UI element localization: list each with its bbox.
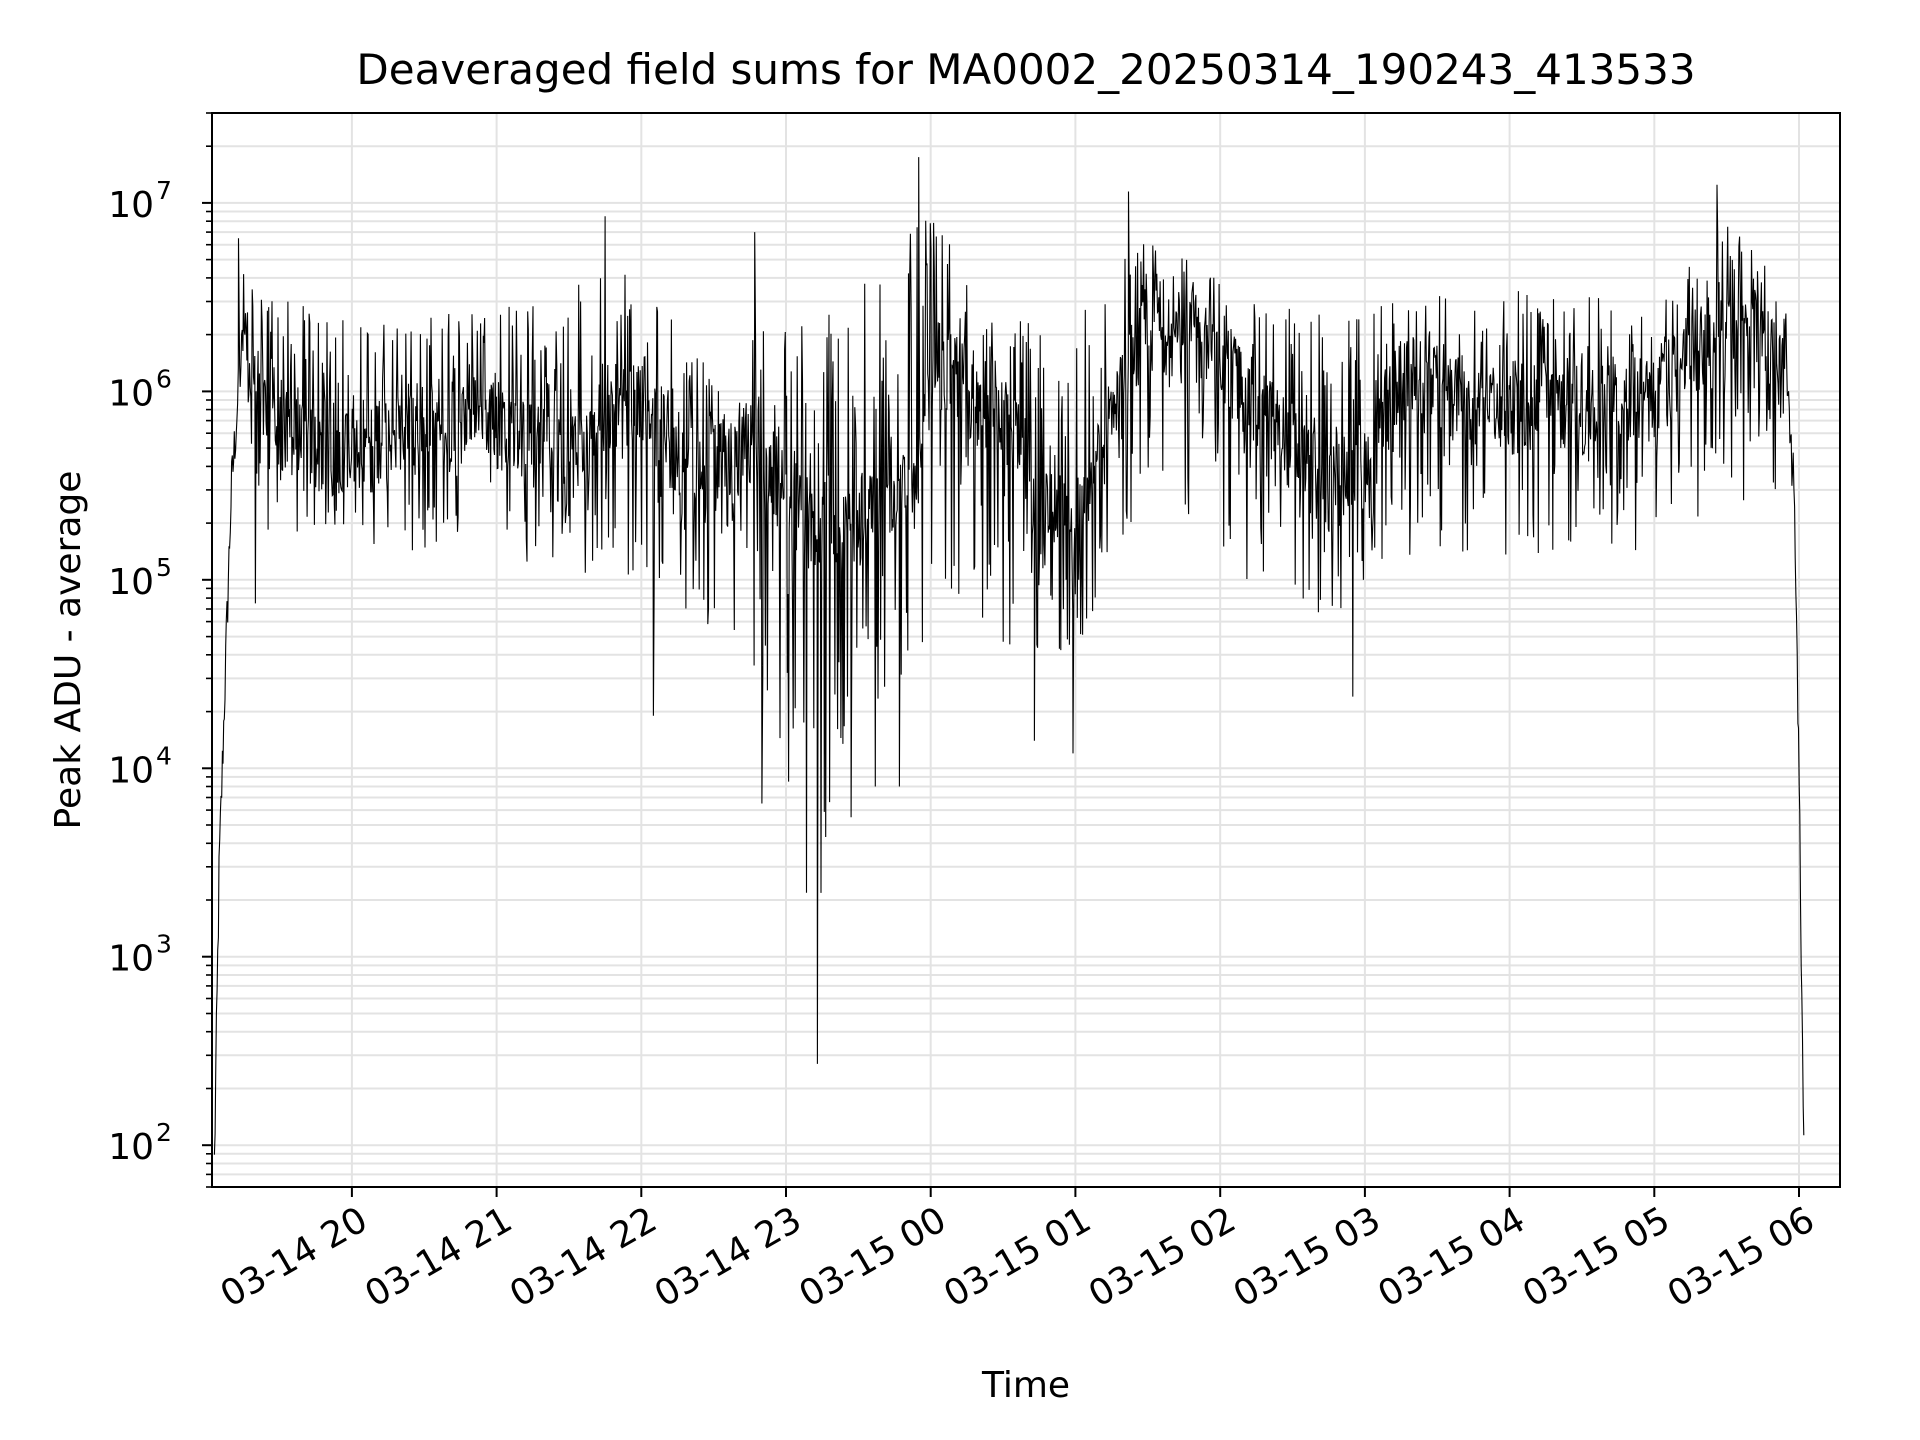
- y-axis-label: Peak ADU - average: [48, 471, 89, 830]
- y-tick-exponent: 5: [156, 553, 172, 582]
- y-tick-label: 10: [108, 939, 154, 980]
- y-tick-label: 10: [108, 373, 154, 414]
- y-tick-exponent: 6: [156, 364, 172, 393]
- y-tick-exponent: 2: [156, 1118, 172, 1147]
- chart-title: Deaveraged field sums for MA0002_2025031…: [356, 45, 1695, 94]
- plot-frame: [211, 112, 1841, 1188]
- data-series-line: [213, 157, 1805, 1155]
- y-tick-exponent: 4: [156, 741, 172, 770]
- y-tick-label: 10: [108, 750, 154, 791]
- y-tick-label: 10: [108, 1127, 154, 1168]
- x-axis-label: Time: [981, 1365, 1070, 1406]
- y-tick-exponent: 3: [156, 930, 172, 959]
- y-tick-label: 10: [108, 562, 154, 603]
- y-tick-exponent: 7: [156, 176, 172, 205]
- y-tick-label: 10: [108, 185, 154, 226]
